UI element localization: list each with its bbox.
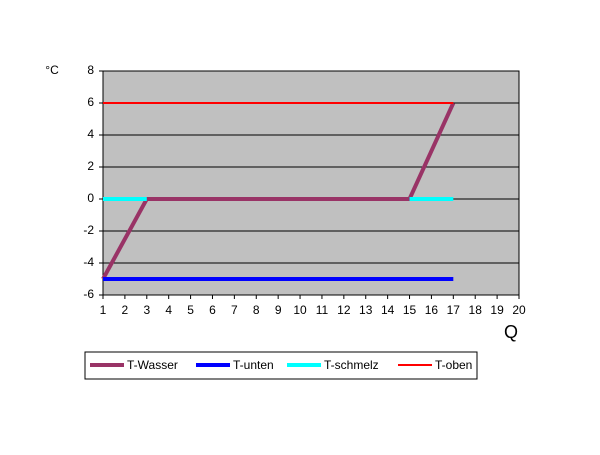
x-tick-label: 11 bbox=[316, 303, 329, 317]
y-axis-label: °C bbox=[45, 63, 59, 77]
x-tick-label: 16 bbox=[425, 303, 439, 317]
y-tick-label: 6 bbox=[87, 95, 94, 109]
x-axis-label: Q bbox=[504, 322, 518, 342]
x-tick-label: 8 bbox=[253, 303, 260, 317]
legend-label: T-schmelz bbox=[324, 358, 379, 372]
x-tick-label: 9 bbox=[275, 303, 282, 317]
x-tick-label: 19 bbox=[490, 303, 504, 317]
x-tick-label: 17 bbox=[447, 303, 461, 317]
x-tick-label: 4 bbox=[165, 303, 172, 317]
x-tick-label: 1 bbox=[100, 303, 107, 317]
y-tick-label: 0 bbox=[87, 191, 94, 205]
legend-label: T-oben bbox=[435, 358, 472, 372]
x-tick-label: 18 bbox=[469, 303, 483, 317]
x-tick-label: 3 bbox=[143, 303, 150, 317]
y-tick-label: -4 bbox=[83, 255, 94, 269]
legend-label: T-unten bbox=[233, 358, 274, 372]
y-tick-label: -2 bbox=[83, 223, 94, 237]
x-tick-label: 20 bbox=[512, 303, 526, 317]
plot-border bbox=[102, 70, 520, 296]
x-tick-label: 2 bbox=[122, 303, 129, 317]
y-tick-label: 4 bbox=[87, 127, 94, 141]
x-tick-label: 15 bbox=[403, 303, 417, 317]
y-tick-label: 8 bbox=[87, 63, 94, 77]
x-tick-label: 5 bbox=[187, 303, 194, 317]
legend-label: T-Wasser bbox=[127, 358, 178, 372]
x-tick-label: 13 bbox=[359, 303, 373, 317]
x-tick-label: 10 bbox=[293, 303, 307, 317]
y-tick-label: 2 bbox=[87, 159, 94, 173]
series-line bbox=[101, 102, 456, 280]
y-tick-label: -6 bbox=[83, 287, 94, 301]
x-tick-label: 7 bbox=[231, 303, 238, 317]
x-tick-label: 6 bbox=[209, 303, 216, 317]
x-tick-label: 12 bbox=[337, 303, 351, 317]
plot-area bbox=[103, 71, 519, 295]
x-tick-label: 14 bbox=[381, 303, 395, 317]
